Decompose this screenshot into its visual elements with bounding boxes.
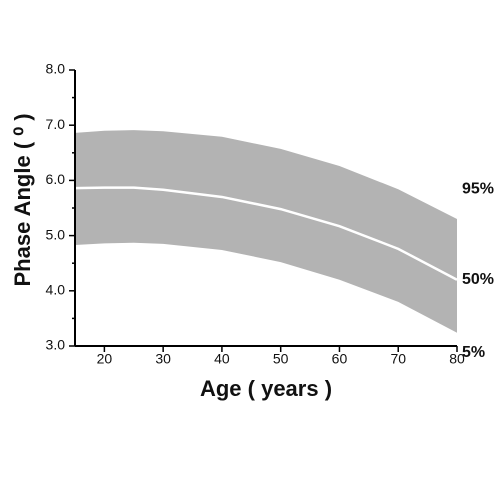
x-tick-label: 70: [390, 351, 406, 367]
x-tick-label: 20: [97, 351, 113, 367]
percentile-band: [75, 130, 457, 333]
y-tick-label: 6.0: [46, 171, 66, 187]
x-tick-label: 50: [273, 351, 289, 367]
series-label: 5%: [462, 344, 485, 361]
y-tick-label: 7.0: [46, 116, 66, 132]
series-label: 95%: [462, 180, 494, 197]
series-line: [74, 186, 458, 281]
y-tick-label: 4.0: [46, 282, 66, 298]
x-tick-label: 60: [332, 351, 348, 367]
x-tick-label: 30: [155, 351, 171, 367]
x-tick-label: 40: [214, 351, 230, 367]
y-tick-label: 8.0: [46, 61, 66, 77]
x-axis-title: Age ( years ): [200, 376, 332, 401]
y-tick-label: 5.0: [46, 226, 66, 242]
y-axis-title: Phase Angle ( ⁰ ): [10, 113, 35, 286]
x-tick-label: 80: [449, 351, 465, 367]
y-tick-label: 3.0: [46, 337, 66, 353]
series-label: 50%: [462, 271, 494, 288]
